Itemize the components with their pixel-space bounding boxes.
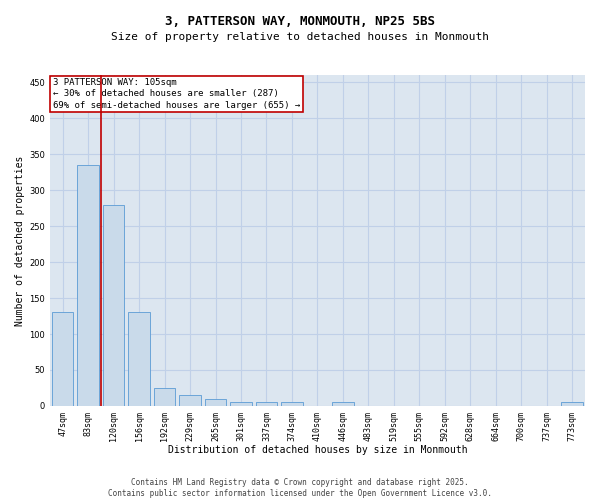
Bar: [205, 399, 226, 406]
X-axis label: Distribution of detached houses by size in Monmouth: Distribution of detached houses by size …: [167, 445, 467, 455]
Bar: [256, 402, 277, 406]
Bar: [332, 402, 354, 406]
Text: Contains HM Land Registry data © Crown copyright and database right 2025.
Contai: Contains HM Land Registry data © Crown c…: [108, 478, 492, 498]
Bar: [230, 402, 252, 406]
Text: 3, PATTERSON WAY, MONMOUTH, NP25 5BS: 3, PATTERSON WAY, MONMOUTH, NP25 5BS: [165, 15, 435, 28]
Bar: [179, 395, 201, 406]
Bar: [77, 165, 99, 406]
Text: Size of property relative to detached houses in Monmouth: Size of property relative to detached ho…: [111, 32, 489, 42]
Bar: [128, 312, 150, 406]
Text: 3 PATTERSON WAY: 105sqm
← 30% of detached houses are smaller (287)
69% of semi-d: 3 PATTERSON WAY: 105sqm ← 30% of detache…: [53, 78, 300, 110]
Y-axis label: Number of detached properties: Number of detached properties: [15, 156, 25, 326]
Bar: [103, 204, 124, 406]
Bar: [154, 388, 175, 406]
Bar: [562, 402, 583, 406]
Bar: [281, 402, 303, 406]
Bar: [52, 312, 73, 406]
